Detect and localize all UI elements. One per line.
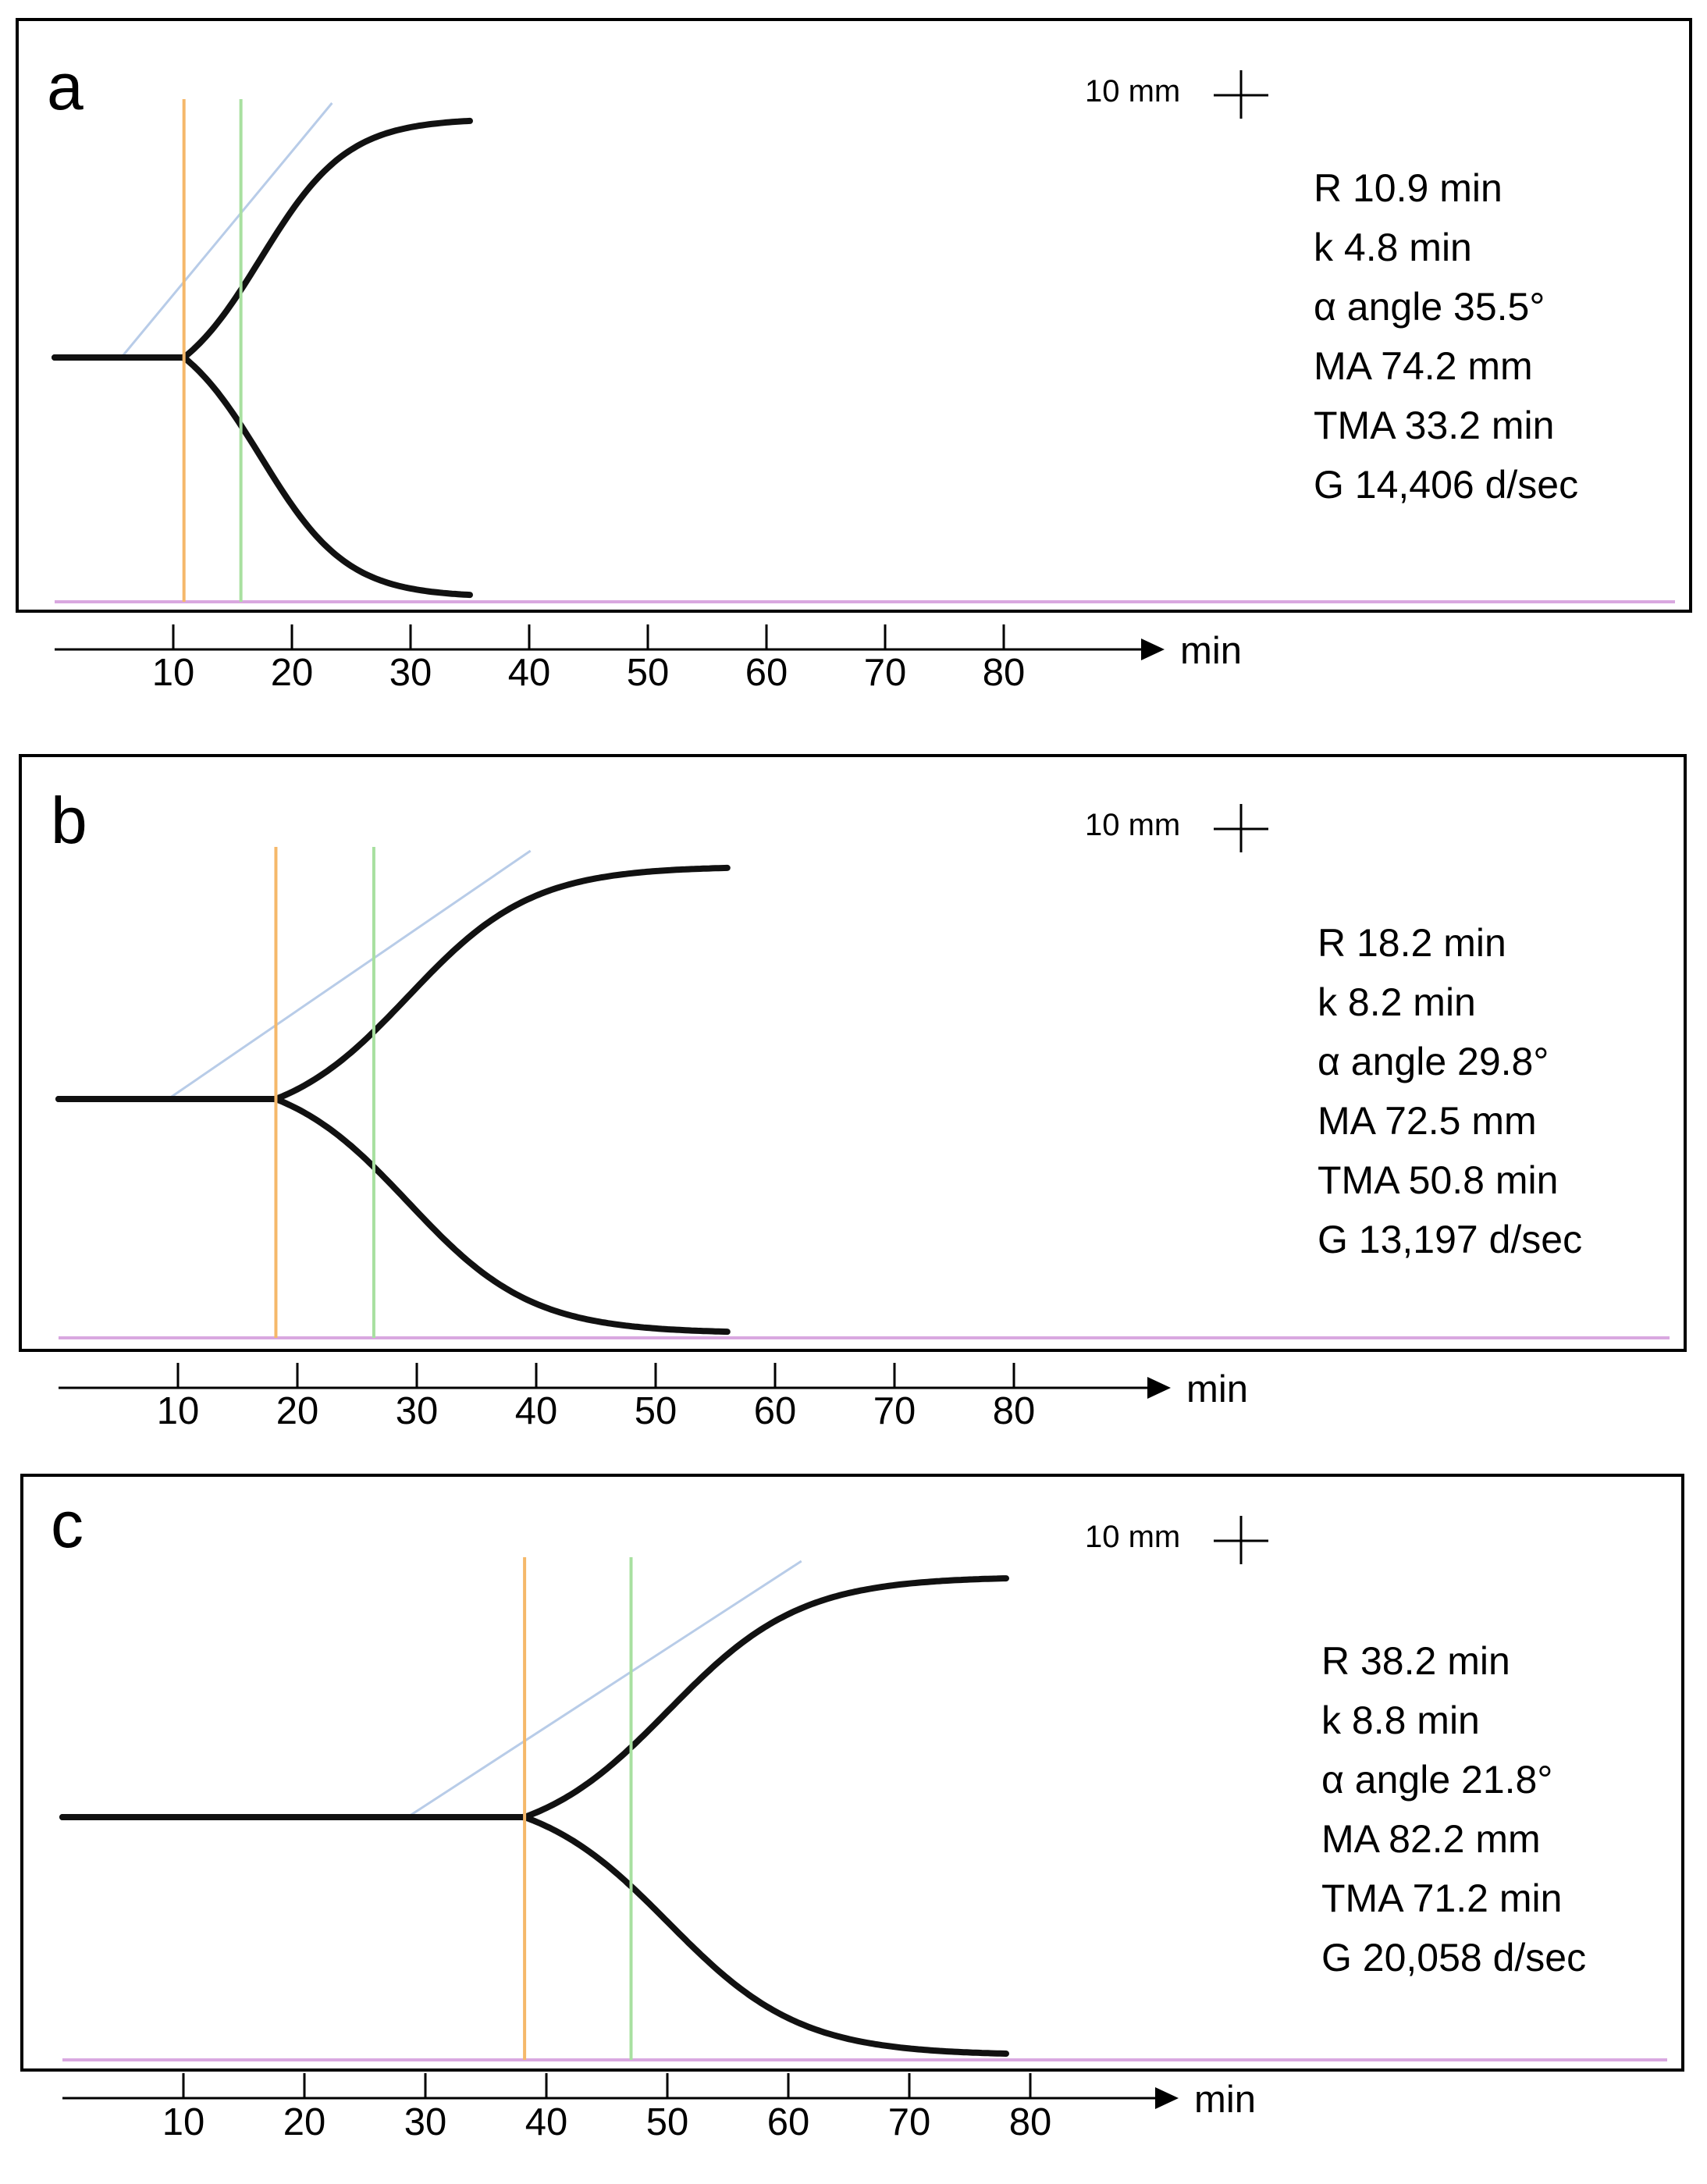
chart-frame: [20, 1474, 1684, 2072]
scale-label: 10 mm: [1085, 1520, 1180, 1554]
chart-frame: [19, 754, 1687, 1352]
stat-line: MA 82.2 mm: [1321, 1817, 1541, 1861]
axis-tick-label: 60: [745, 652, 788, 694]
axis-tick-label: 80: [983, 652, 1026, 694]
axis-tick-label: 50: [646, 2101, 689, 2143]
stat-line: α angle 29.8°: [1318, 1040, 1549, 1083]
trace-upper: [52, 117, 473, 361]
panel-label: b: [51, 784, 87, 857]
stat-line: k 8.8 min: [1321, 1698, 1480, 1742]
time-axis: min 10 20 30 40 50 60 70 80: [55, 624, 1242, 694]
panel-a: a 10 mm min 10 20 30 40 50 60 70 80 R 10.9 min k …: [0, 0, 1707, 718]
axis-tick-label: 30: [389, 652, 432, 694]
alpha-tangent-line: [407, 1560, 802, 1819]
time-axis: min 10 20 30 40 50 60 70 80: [59, 1363, 1248, 1432]
scale-marker: 10 mm: [1085, 804, 1268, 852]
panel-label: a: [47, 50, 84, 123]
stats-block: R 38.2 min k 8.8 min α angle 21.8° MA 82.2 …: [1321, 1639, 1586, 1979]
panel-b: b 10 mm min 10 20 30 40 50 60 70 80 R 18.2 min k …: [0, 734, 1707, 1452]
stat-line: k 4.8 min: [1314, 226, 1472, 269]
axis-unit-label: min: [1186, 1368, 1248, 1410]
axis-tick-label: 80: [1009, 2101, 1052, 2143]
alpha-tangent-line: [167, 849, 532, 1101]
axis-arrow-icon: [1141, 638, 1165, 660]
stat-line: TMA 50.8 min: [1318, 1158, 1558, 1202]
stat-line: TMA 33.2 min: [1314, 404, 1554, 447]
plot-area: [55, 847, 1670, 1339]
plot-area: [52, 99, 1675, 603]
stat-line: G 20,058 d/sec: [1321, 1936, 1586, 1979]
axis-tick-label: 80: [993, 1390, 1036, 1432]
axis-tick-label: 40: [508, 652, 551, 694]
axis-tick-label: 50: [635, 1390, 677, 1432]
axis-unit-label: min: [1180, 630, 1242, 672]
trace-upper: [59, 1575, 1009, 1820]
plot-area: [59, 1557, 1667, 2061]
panel-c: c 10 mm min 10 20 30 40 50 60 70 80 R 38.2 min k …: [0, 1467, 1707, 2184]
stat-line: MA 72.5 mm: [1318, 1099, 1537, 1143]
axis-tick-label: 10: [162, 2101, 205, 2143]
scale-marker: 10 mm: [1085, 1516, 1268, 1564]
axis-tick-label: 60: [754, 1390, 797, 1432]
stat-line: R 18.2 min: [1318, 921, 1506, 965]
stat-line: R 10.9 min: [1314, 166, 1503, 210]
axis-tick-label: 40: [515, 1390, 558, 1432]
axis-tick-label: 20: [271, 652, 314, 694]
axis-tick-label: 30: [396, 1390, 439, 1432]
axis-tick-label: 70: [873, 1390, 916, 1432]
stat-line: G 13,197 d/sec: [1318, 1218, 1582, 1261]
stat-line: R 38.2 min: [1321, 1639, 1510, 1683]
axis-tick-label: 60: [767, 2101, 810, 2143]
axis-unit-label: min: [1194, 2079, 1256, 2121]
stat-line: k 8.2 min: [1318, 980, 1476, 1024]
chart-c: c 10 mm min 10 20 30 40 50 60 70 80 R 38.2 min k …: [20, 1474, 1684, 2143]
chart-b: b 10 mm min 10 20 30 40 50 60 70 80 R 18.2 min k …: [19, 754, 1687, 1432]
stat-line: α angle 21.8°: [1321, 1758, 1552, 1802]
panel-label: c: [51, 1488, 84, 1561]
axis-tick-label: 10: [157, 1390, 200, 1432]
stats-block: R 18.2 min k 8.2 min α angle 29.8° MA 72.5 …: [1318, 921, 1582, 1261]
axis-tick-label: 70: [864, 652, 907, 694]
alpha-tangent-line: [120, 102, 333, 358]
trace-lower: [55, 1096, 731, 1336]
axis-tick-label: 20: [276, 1390, 319, 1432]
chart-a: a 10 mm min 10 20 30 40 50 60 70 80 R 10.9 min k …: [16, 18, 1692, 694]
axis-arrow-icon: [1155, 2087, 1179, 2109]
trace-lower: [52, 354, 473, 599]
trace-upper: [55, 864, 731, 1102]
scale-label: 10 mm: [1085, 74, 1180, 108]
stat-line: α angle 35.5°: [1314, 285, 1545, 329]
stat-line: TMA 71.2 min: [1321, 1876, 1562, 1920]
stat-line: MA 74.2 mm: [1314, 344, 1533, 388]
stats-block: R 10.9 min k 4.8 min α angle 35.5° MA 74.2 …: [1314, 166, 1578, 507]
scale-label: 10 mm: [1085, 808, 1180, 842]
trace-lower: [59, 1814, 1009, 2057]
axis-tick-label: 50: [627, 652, 670, 694]
axis-tick-label: 30: [404, 2101, 447, 2143]
axis-tick-label: 40: [525, 2101, 568, 2143]
axis-tick-label: 20: [283, 2101, 326, 2143]
axis-tick-label: 70: [888, 2101, 931, 2143]
scale-marker: 10 mm: [1085, 70, 1268, 119]
time-axis: min 10 20 30 40 50 60 70 80: [62, 2073, 1256, 2143]
axis-arrow-icon: [1147, 1377, 1171, 1399]
chart-frame: [16, 18, 1692, 613]
stat-line: G 14,406 d/sec: [1314, 463, 1578, 507]
axis-tick-label: 10: [152, 652, 195, 694]
